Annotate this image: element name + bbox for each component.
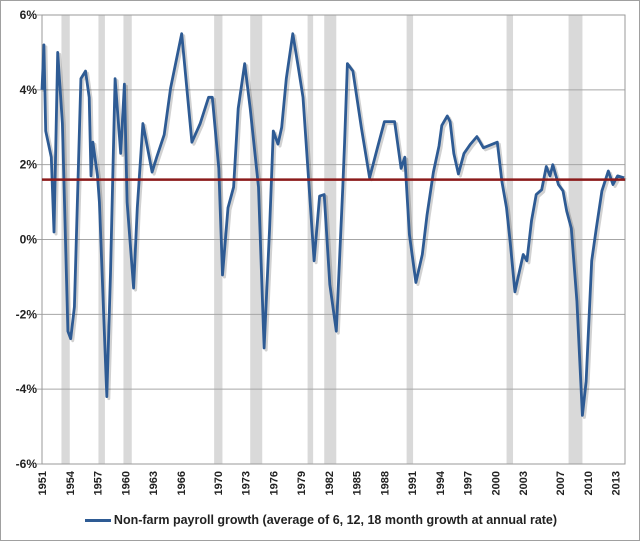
series-line-shadow (42, 34, 627, 419)
y-axis-labels: -6% -4% -2% 0% 2% 4% 6% (16, 8, 38, 471)
plot-area-border (41, 14, 626, 465)
x-axis-labels: 1951 1954 1957 1960 1963 1966 1970 1973 1976 1979… (37, 470, 623, 495)
x-tick-label: 1976 (268, 471, 280, 495)
legend-swatch (84, 519, 111, 523)
x-tick-label: 1979 (296, 471, 308, 495)
legend: Non-farm payroll growth (average of 6, 1… (1, 513, 639, 527)
y-tick-label: -6% (16, 457, 38, 471)
x-tick-label: 1985 (352, 471, 364, 495)
x-tick-label: 1973 (241, 471, 253, 495)
y-tick-label: 2% (20, 158, 38, 172)
y-tick-label: 0% (20, 233, 38, 247)
x-tick-label: 1954 (65, 470, 77, 495)
x-tick-label: 1951 (37, 471, 49, 495)
x-tick-label: 1982 (324, 471, 336, 495)
x-tick-label: 2000 (490, 471, 502, 495)
x-tick-label: 2007 (555, 471, 567, 495)
x-tick-label: 1960 (120, 471, 132, 495)
x-tick-label: 1970 (213, 471, 225, 495)
x-tick-label: 2013 (611, 471, 623, 495)
x-tick-label: 2010 (583, 471, 595, 495)
x-tick-label: 1988 (379, 471, 391, 495)
series-line-payroll-growth (40, 32, 625, 417)
x-tick-label: 1991 (407, 471, 419, 495)
y-tick-label: 6% (20, 8, 38, 22)
x-tick-label: 1957 (93, 471, 105, 495)
x-tick-label: 1994 (435, 470, 447, 495)
y-tick-label: 4% (20, 83, 38, 97)
legend-label: Non-farm payroll growth (average of 6, 1… (113, 513, 558, 527)
x-tick-label: 2003 (518, 471, 530, 495)
y-tick-label: -2% (16, 307, 38, 321)
x-tick-label: 1963 (148, 471, 160, 495)
x-tick-label: 1997 (463, 471, 475, 495)
x-tick-label: 1966 (176, 471, 188, 495)
y-tick-label: -4% (16, 382, 38, 396)
